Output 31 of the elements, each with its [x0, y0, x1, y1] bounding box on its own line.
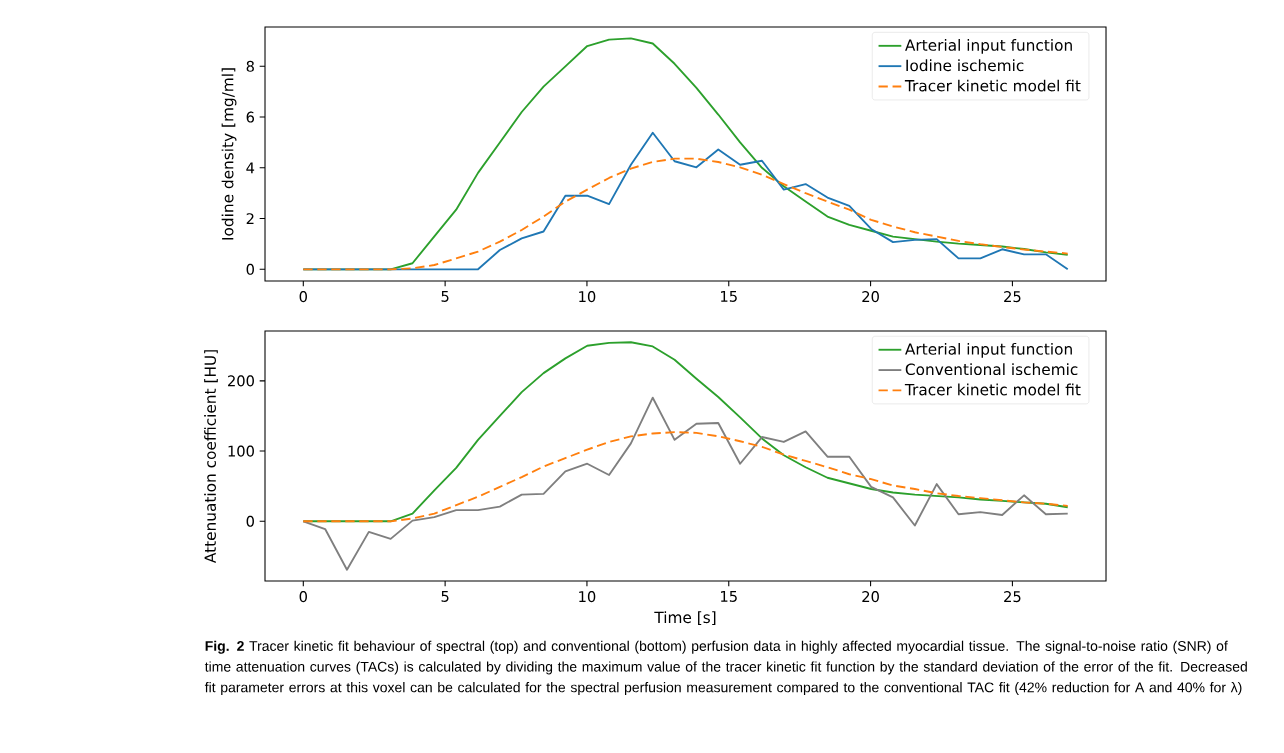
- y-tick-label: 6: [246, 111, 255, 123]
- legend-label: Conventional ischemic: [905, 363, 1078, 376]
- x-tick-label: 15: [721, 291, 737, 302]
- y-tick-label: 0: [246, 263, 254, 275]
- x-tick-label: 20: [862, 291, 879, 303]
- x-tick-label: 0: [299, 291, 307, 303]
- legend-label: Iodine ischemic: [906, 59, 1024, 72]
- y-tick-label: 8: [246, 60, 254, 72]
- x-tick-label: 15: [721, 591, 737, 602]
- y-tick-label: 200: [228, 375, 254, 387]
- y-tick-label: 2: [246, 213, 254, 225]
- x-tick-label: 25: [1004, 591, 1021, 603]
- legend-label: Tracer kinetic model fit: [904, 383, 1081, 396]
- y-axis-title: Iodine density [mg/ml]: [221, 68, 237, 240]
- x-axis-title: Time [s]: [654, 611, 716, 625]
- line-series: [302, 396, 1069, 571]
- y-tick-label: 100: [228, 445, 254, 457]
- legend-label: Tracer kinetic model fit: [904, 79, 1081, 92]
- y-axis-title: Attenuation coefficient [HU]: [204, 350, 218, 564]
- x-tick-label: 25: [1004, 291, 1021, 303]
- x-tick-label: 10: [579, 591, 596, 603]
- x-tick-label: 5: [441, 591, 449, 602]
- y-tick-label: 4: [246, 162, 255, 174]
- x-tick-label: 5: [441, 291, 449, 302]
- y-tick-label: 0: [246, 515, 254, 527]
- x-tick-label: 20: [862, 591, 879, 603]
- legend-label: Arterial input function: [905, 342, 1072, 358]
- x-tick-label: 10: [579, 291, 596, 303]
- legend-label: Arterial input function: [905, 39, 1072, 54]
- text: Fig. 2 Tracer kinetic fit behaviour of spectral (top) and conventional (bottom) perfusion data in highly affected myocardial tissue. The signal-to-noise ratio (SNR) of time attenuation curves (TACs) is calculated by dividing the maximum value of the tracer kinetic fit function by the standard deviation of the error of the fit. Decreased fit parameter errors at this voxel can be calculated for the spectral perfusion measurement compared to the conventional TAC fit (42% reduction for A and 40% for λ): [204, 640, 1247, 696]
- x-tick-label: 0: [299, 591, 307, 603]
